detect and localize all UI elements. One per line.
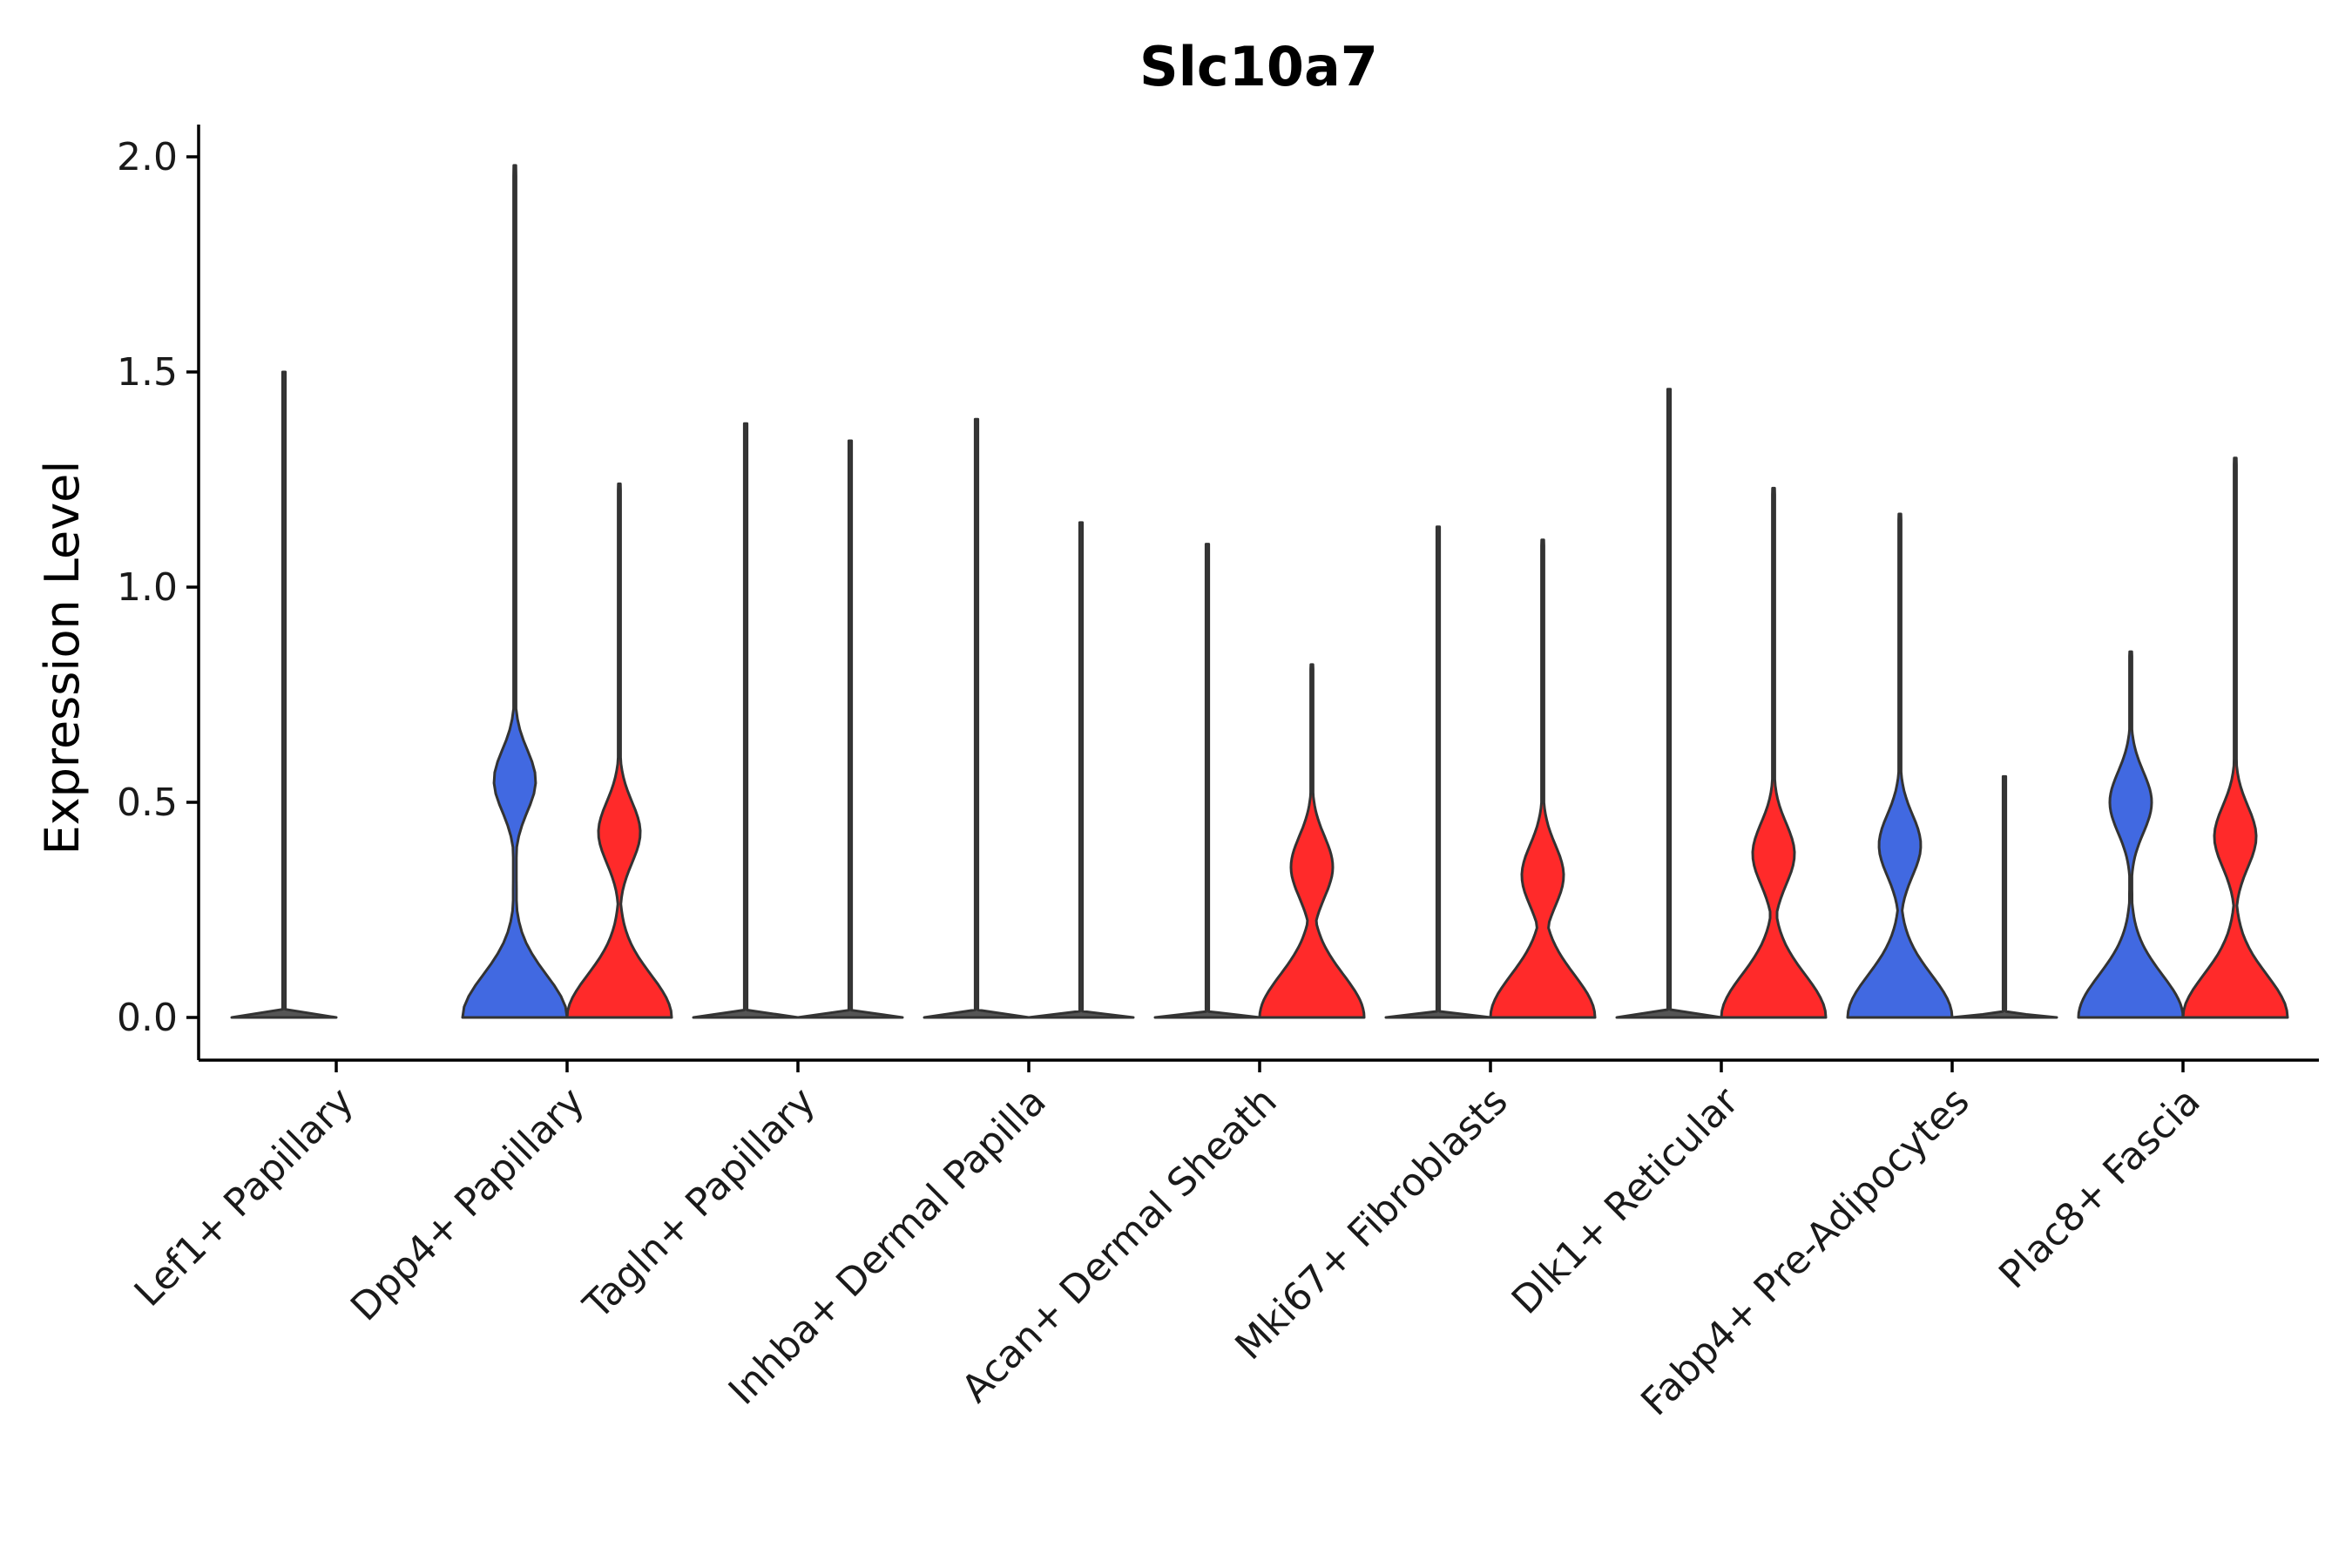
x-tick-label: Plac8+ Fascia (1990, 1079, 2209, 1298)
violin-group2-5 (1489, 538, 1597, 1019)
violin-group2-1 (565, 482, 673, 1019)
y-tick-label: 1.5 (117, 350, 178, 395)
violin-group2-4 (1258, 663, 1366, 1019)
violin-group1-0 (230, 370, 338, 1019)
y-axis: 0.0 0.5 1.0 1.5 2.0 (117, 125, 200, 1060)
violin-group1-1 (461, 164, 569, 1019)
violin-group1-7 (1846, 512, 1954, 1019)
violin-group1-6 (1615, 388, 1723, 1019)
x-tick-label: Dlk1+ Reticular (1504, 1078, 1748, 1323)
violin-group1-2 (692, 422, 800, 1019)
violin-group1-3 (923, 417, 1031, 1019)
chart-title: Slc10a7 (1139, 35, 1378, 98)
y-axis-label: Expression Level (35, 461, 90, 855)
violin-group2-8 (2181, 456, 2289, 1019)
violin-group2-3 (1027, 521, 1135, 1019)
violin-group1-8 (2077, 650, 2185, 1019)
y-tick-label: 1.0 (117, 565, 178, 610)
violin-group1-5 (1384, 525, 1492, 1019)
violin-group1-4 (1153, 543, 1261, 1019)
y-tick-label: 0.0 (117, 996, 178, 1040)
violin-group2-2 (796, 439, 904, 1019)
violin-group2-7 (1950, 774, 2058, 1019)
x-tick-label: Lef1+ Papillary (126, 1079, 362, 1315)
y-tick-label: 0.5 (117, 781, 178, 825)
x-tick-label: Tagln+ Papillary (575, 1079, 824, 1328)
violin-group2-6 (1720, 486, 1828, 1019)
x-tick-label: Dpp4+ Papillary (342, 1079, 593, 1330)
y-tick-label: 2.0 (117, 135, 178, 179)
violin-layer (230, 164, 2289, 1019)
